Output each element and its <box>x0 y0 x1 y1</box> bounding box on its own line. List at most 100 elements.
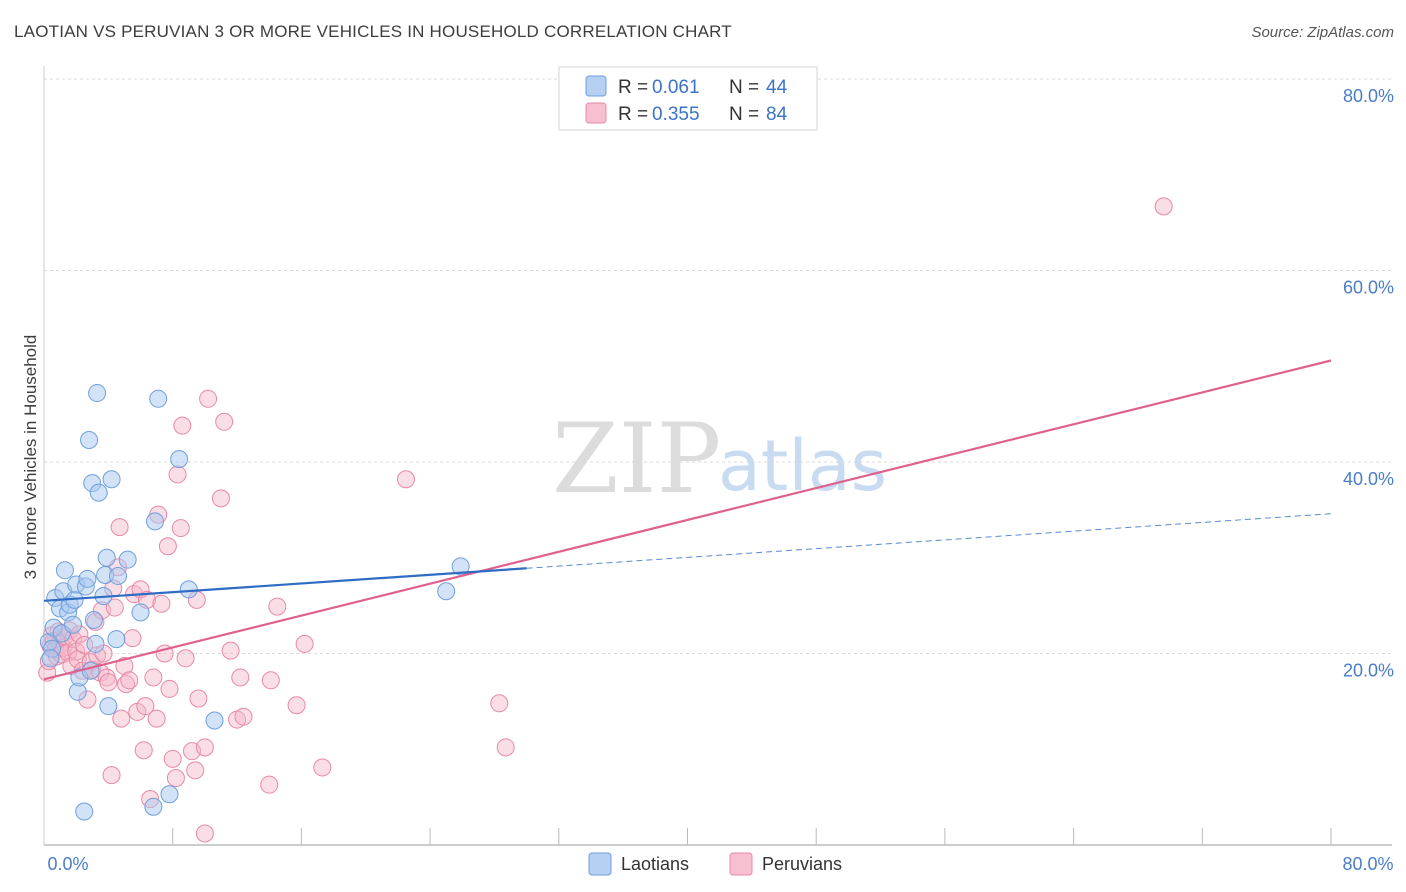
grid-lines <box>44 78 1392 654</box>
laotian-point <box>149 389 168 408</box>
peruvian-point <box>215 412 234 431</box>
chart-title: LAOTIAN VS PERUVIAN 3 OR MORE VEHICLES I… <box>14 22 732 41</box>
laotian-points <box>39 384 470 821</box>
peruvian-point <box>295 634 314 653</box>
y-tick-labels: 20.0% 40.0% 60.0% 80.0% <box>1343 86 1394 681</box>
legend-swatch-peruvians <box>585 102 607 124</box>
laotian-point <box>109 566 128 585</box>
peruvian-point <box>195 738 214 757</box>
laotian-point <box>205 711 224 730</box>
peruvian-point <box>136 697 155 716</box>
x-tick-label: 0.0% <box>47 854 88 874</box>
y-tick-label: 60.0% <box>1343 278 1394 298</box>
legend-n-label: N = <box>729 104 759 125</box>
laotian-trend-line <box>43 567 527 602</box>
laotian-point <box>102 470 121 489</box>
bottom-legend-swatch-peruvians <box>729 852 753 876</box>
peruvian-point <box>261 671 280 690</box>
peruvian-point <box>176 649 195 668</box>
laotian-point <box>86 634 105 653</box>
laotian-point <box>97 548 116 567</box>
bottom-legend-label-peruvians: Peruvians <box>762 854 842 874</box>
peruvian-point <box>1154 197 1173 216</box>
x-tick-labels: 0.0% 80.0% <box>47 854 1393 874</box>
peruvian-point <box>160 679 179 698</box>
laotian-point <box>89 483 108 502</box>
laotian-point <box>170 450 189 469</box>
peruvian-point <box>99 673 118 692</box>
peruvian-point <box>110 518 129 537</box>
peruvian-point <box>173 416 192 435</box>
legend-r-label: R = <box>618 104 648 125</box>
laotian-point <box>437 582 456 601</box>
legend-swatch-laotians <box>585 75 607 97</box>
trend-lines <box>43 359 1332 681</box>
x-tick-label: 80.0% <box>1342 854 1393 874</box>
laotian-point <box>88 384 107 403</box>
peruvian-point <box>166 768 185 787</box>
peruvian-point <box>115 656 134 675</box>
peruvian-point <box>152 594 171 613</box>
peruvian-point <box>195 824 214 843</box>
y-tick-label: 80.0% <box>1343 86 1394 106</box>
laotian-point <box>63 615 82 634</box>
peruvian-point <box>186 761 205 780</box>
y-tick-label: 40.0% <box>1343 469 1394 489</box>
peruvian-point <box>496 738 515 757</box>
peruvian-trend-line <box>43 359 1332 681</box>
laotian-point <box>41 649 60 668</box>
bottom-legend-label-laotians: Laotians <box>621 854 689 874</box>
laotian-point <box>160 785 179 804</box>
peruvian-point <box>171 519 190 538</box>
peruvian-point <box>199 389 218 408</box>
legend-n-value-peruvians: 84 <box>766 104 788 125</box>
peruvian-point <box>134 741 153 760</box>
laotian-point <box>55 561 74 580</box>
peruvian-point <box>105 598 124 617</box>
laotian-point <box>118 550 137 569</box>
legend: R = 0.061 N = 44 R = 0.355 N = 84 <box>558 66 818 131</box>
peruvian-point <box>268 597 287 616</box>
bottom-legend-swatch-laotians <box>588 852 612 876</box>
peruvian-point <box>168 465 187 484</box>
peruvian-points <box>38 197 1173 843</box>
peruvian-point <box>112 709 131 728</box>
legend-n-label: N = <box>729 77 759 98</box>
peruvian-point <box>211 489 230 508</box>
laotian-point <box>107 630 126 649</box>
peruvian-point <box>313 758 332 777</box>
laotian-point <box>78 569 97 588</box>
peruvian-point <box>221 641 240 660</box>
peruvian-point <box>287 696 306 715</box>
peruvian-point <box>123 629 142 648</box>
peruvian-point <box>147 709 166 728</box>
y-tick-label: 20.0% <box>1343 661 1394 681</box>
laotian-point <box>451 557 470 576</box>
peruvian-point <box>120 671 139 690</box>
peruvian-point <box>102 766 121 785</box>
legend-r-value-peruvians: 0.355 <box>652 104 700 125</box>
peruvian-point <box>396 470 415 489</box>
laotian-point <box>80 430 99 449</box>
watermark: ZIP atlas <box>552 403 887 515</box>
peruvian-point <box>260 775 279 794</box>
watermark-atlas: atlas <box>718 425 887 507</box>
watermark-zip: ZIP <box>552 403 721 515</box>
laotian-point <box>75 802 94 821</box>
laotian-point <box>99 697 118 716</box>
laotian-point <box>81 661 100 680</box>
peruvian-point <box>234 707 253 726</box>
legend-r-value-laotians: 0.061 <box>652 77 700 98</box>
peruvian-point <box>144 668 163 687</box>
y-axis-label: 3 or more Vehicles in Household <box>21 335 40 580</box>
peruvian-point <box>163 749 182 768</box>
peruvian-point <box>158 537 177 556</box>
bottom-legend: Laotians Peruvians <box>588 852 842 876</box>
axes <box>43 66 1392 846</box>
laotian-trend-extension <box>526 513 1332 569</box>
legend-r-label: R = <box>618 77 648 98</box>
laotian-point <box>131 603 150 622</box>
laotian-point <box>84 610 103 629</box>
legend-n-value-laotians: 44 <box>766 77 788 98</box>
